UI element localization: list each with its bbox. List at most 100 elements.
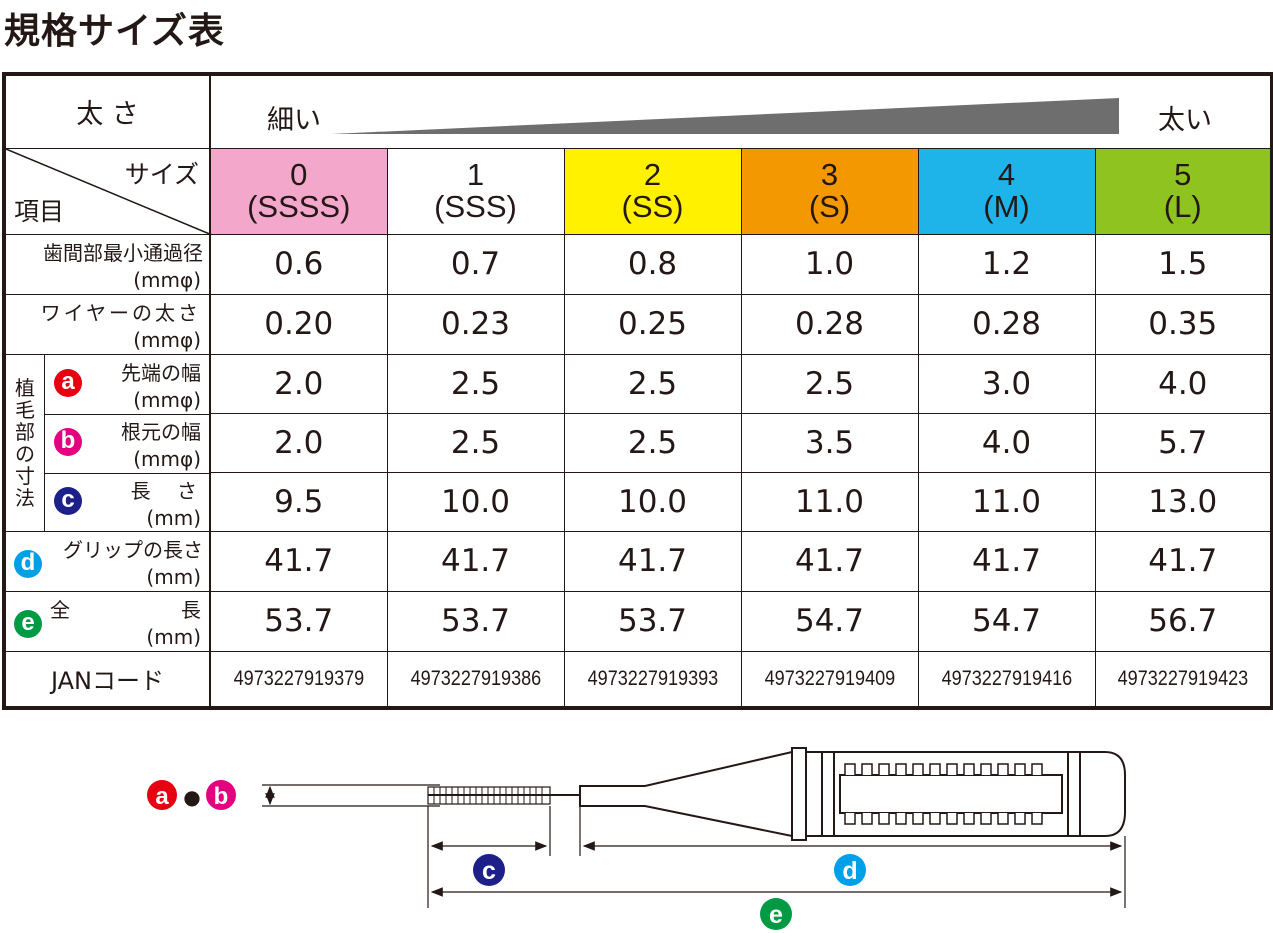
table-cell: 2.5 <box>386 353 565 414</box>
total-length-row: e 全 長 (mm) 53.7 53.7 53.7 54.7 54.7 56.7 <box>3 590 1273 652</box>
size-number: 1 <box>466 157 485 192</box>
table-cell: 13.0 <box>1094 471 1273 532</box>
ab-separator: ● <box>183 785 200 809</box>
table-cell: 0.6 <box>209 233 388 295</box>
size-5-header: 5 (L) <box>1094 147 1273 235</box>
tip-width-row: 植 毛 部 の 寸 法 a 先端の幅 (mmφ) b 根元の幅 (mmφ) c … <box>3 353 1273 532</box>
row-label: 長 さ <box>130 478 207 503</box>
marker-d-icon <box>834 854 866 886</box>
size-code: (L) <box>1163 189 1202 224</box>
row-label: 歯間部最小通過径 <box>43 240 203 265</box>
size-code: (SSSS) <box>247 189 351 224</box>
row-unit: (mm) <box>146 505 201 530</box>
thickness-label-cell: 太 さ <box>3 73 211 149</box>
row-unit: (mm) <box>146 564 201 589</box>
page-title: 規格サイズ表 <box>4 11 225 52</box>
thickness-label: 太 さ <box>76 99 139 131</box>
table-cell: 3.5 <box>740 412 919 473</box>
row-label: グリップの長さ <box>63 537 203 562</box>
bristle-head <box>427 786 580 805</box>
brush-dimension-diagram: a ● b <box>147 747 1126 930</box>
thickness-row: 太 さ 細い 太い <box>3 73 1273 149</box>
bristle-dimensions-cell: 植 毛 部 の 寸 法 a 先端の幅 (mmφ) b 根元の幅 (mmφ) c … <box>3 353 211 532</box>
table-cell: 41.7 <box>563 530 742 592</box>
row-label-cell: e 全 長 (mm) <box>3 590 211 652</box>
size-code: (SS) <box>621 189 684 224</box>
marker-e-text: e <box>769 901 783 929</box>
table-cell: 4973227919416 <box>917 650 1096 709</box>
table-cell: 10.0 <box>563 471 742 532</box>
table-cell: 41.7 <box>209 530 388 592</box>
marker-d-icon: d <box>14 549 42 578</box>
thick-label: 太い <box>1158 105 1212 136</box>
table-cell: 0.20 <box>209 293 388 355</box>
table-cell: 4973227919379 <box>209 650 388 709</box>
table-cell: 4973227919423 <box>1094 650 1273 709</box>
table-cell: 54.7 <box>917 590 1096 652</box>
size-number: 3 <box>820 157 839 192</box>
size-2-header: 2 (SS) <box>563 147 742 235</box>
jan-row: JANコード 4973227919379 4973227919386 49732… <box>3 650 1273 709</box>
thickness-wedge <box>331 98 1119 134</box>
table-cell: 56.7 <box>1094 590 1273 652</box>
corner-header-cell: サイズ 項目 <box>3 147 212 235</box>
table-cell: 4973227919393 <box>563 650 742 709</box>
size-number: 2 <box>643 157 662 192</box>
ab-dimension-lines <box>262 784 440 807</box>
thickness-scale-cell: 細い 太い <box>209 73 1273 149</box>
table-cell: 4973227919386 <box>386 650 565 709</box>
table-cell: 1.0 <box>740 233 919 295</box>
jan-code: 4973227919416 <box>941 666 1072 690</box>
table-cell: 53.7 <box>563 590 742 652</box>
item-header-label: 項目 <box>14 196 65 226</box>
size-1-header: 1 (SSS) <box>386 147 565 235</box>
marker-e-icon: e <box>14 609 42 638</box>
table-cell: 2.0 <box>209 353 388 414</box>
jan-label: JANコード <box>3 650 211 709</box>
size-number: 5 <box>1174 157 1192 192</box>
table-cell: 0.28 <box>740 293 919 355</box>
bristle-group-char: 毛 <box>15 397 35 422</box>
bristle-group-label: 植 毛 部 の 寸 法 <box>6 354 45 531</box>
row-label-cell: ワイヤーの太さ (mmφ) <box>3 293 211 355</box>
thin-label: 細い <box>267 105 321 136</box>
row-label: 先端の幅 <box>121 360 201 385</box>
marker-d-text: d <box>842 857 857 885</box>
ab-marker-label: a ● b <box>147 780 236 810</box>
wire-row: ワイヤーの太さ (mmφ) 0.20 0.23 0.25 0.28 0.28 0… <box>3 293 1273 355</box>
bristle-group-char: の <box>15 441 35 466</box>
table-cell: 10.0 <box>386 471 565 532</box>
table-cell: 0.8 <box>563 233 742 295</box>
size-4-header: 4 (M) <box>917 147 1096 235</box>
jan-code: 4973227919386 <box>410 666 541 690</box>
jan-code: 4973227919393 <box>587 666 718 690</box>
extension-lines <box>427 806 1126 908</box>
table-cell: 2.5 <box>563 412 742 473</box>
marker-a-icon <box>147 780 177 810</box>
diagonal-divider <box>6 148 212 235</box>
table-cell: 1.2 <box>917 233 1096 295</box>
row-unit: (mmφ) <box>133 267 201 292</box>
size-number: 0 <box>290 157 308 192</box>
size-code: (M) <box>983 189 1030 224</box>
size-code: (SSS) <box>434 189 517 224</box>
table-cell: 0.23 <box>386 293 565 355</box>
table-cell: 41.7 <box>917 530 1096 592</box>
row-label-right: 長 <box>181 597 201 622</box>
table-cell: 54.7 <box>740 590 919 652</box>
bristle-group-char: 寸 <box>15 463 35 488</box>
row-label-cell: d グリップの長さ (mm) <box>3 530 211 592</box>
marker-b-icon <box>206 780 236 810</box>
table-cell: 41.7 <box>386 530 565 592</box>
size-number: 4 <box>997 157 1016 192</box>
jan-code: 4973227919409 <box>764 666 895 690</box>
row-label-left: 全 <box>50 597 70 622</box>
base-width-row: 2.0 2.5 2.5 3.5 4.0 5.7 <box>4 412 1273 473</box>
table-cell: 0.25 <box>563 293 742 355</box>
marker-c-text: c <box>482 857 496 885</box>
length-row: 9.5 10.0 10.0 11.0 11.0 13.0 <box>4 471 1273 532</box>
bristle-group-char: 法 <box>15 485 35 510</box>
size-header-label: サイズ <box>124 159 199 189</box>
row-unit: (mmφ) <box>133 446 201 471</box>
marker-c-icon <box>473 854 505 886</box>
